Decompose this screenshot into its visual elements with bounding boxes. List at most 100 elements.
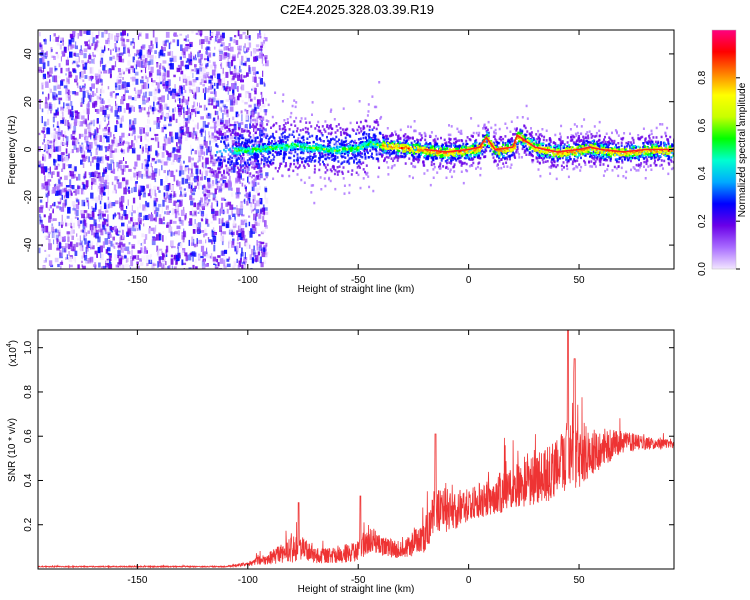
noise-cell [93,119,95,127]
signal-halo-cell [528,153,531,156]
noise-cell [227,201,232,206]
noise-cell [129,119,132,125]
noise-cell [93,219,97,226]
signal-halo-cell [609,159,612,163]
noise-cell [202,251,204,256]
noise-cell [263,56,266,61]
noise-cell [156,122,160,129]
signal-halo-cell [439,162,442,165]
signal-halo-cell [476,155,479,158]
noise-cell [142,192,146,198]
noise-cell [46,254,49,261]
noise-cell [88,76,92,81]
signal-halo-cell [365,137,367,140]
noise-cell [183,188,186,191]
noise-cell [68,67,70,72]
noise-cell [60,106,64,111]
signal-halo-cell [336,140,339,144]
noise-cell [133,166,137,169]
noise-cell [104,63,107,68]
noise-cell [137,94,141,99]
noise-cell [41,70,43,73]
noise-cell [163,181,166,186]
noise-cell [102,265,107,269]
noise-cell [158,256,161,264]
noise-cell [130,259,134,267]
noise-cell [44,235,48,238]
noise-cell [148,97,150,101]
noise-cell [221,250,225,256]
noise-cell [239,208,243,216]
noise-cell [253,252,257,255]
noise-cell [179,243,182,248]
noise-cell [116,40,118,43]
noise-cell [154,168,158,174]
noise-cell [125,90,129,93]
noise-cell [68,90,72,94]
signal-halo-cell [314,155,317,158]
noise-cell [220,42,225,47]
signal-halo-cell [366,171,369,175]
signal-halo-cell [626,145,628,148]
noise-cell [156,117,161,123]
noise-cell [67,78,70,84]
signal-halo-cell [494,132,497,135]
signal-halo-cell [248,134,251,137]
noise-cell [149,105,152,110]
noise-cell [106,247,111,252]
noise-cell [84,135,89,143]
noise-cell [98,229,102,233]
noise-cell [166,160,169,163]
noise-cell [119,241,123,246]
noise-cell [102,241,105,249]
noise-cell [214,188,217,195]
noise-cell [70,190,72,196]
noise-cell [70,241,73,247]
noise-cell [265,98,267,102]
signal-halo-cell [635,169,638,172]
noise-cell [203,259,206,265]
noise-cell [76,64,81,67]
noise-cell [125,165,129,168]
noise-cell [82,162,85,168]
signal-halo-cell [239,169,242,172]
noise-cell [120,58,125,63]
signal-halo-cell [615,153,618,156]
noise-cell [89,99,92,103]
signal-halo-cell [594,165,597,168]
noise-cell [253,213,257,221]
noise-cell [141,76,144,79]
noise-cell [216,200,218,204]
noise-cell [230,124,234,127]
noise-cell [105,105,109,108]
noise-cell [74,111,77,116]
noise-cell [208,85,213,91]
noise-cell [204,196,208,204]
signal-halo-cell [375,127,378,131]
noise-cell [214,110,217,116]
noise-cell [228,186,232,191]
noise-cell [193,243,197,248]
noise-cell [213,240,216,245]
noise-cell [132,224,136,232]
noise-cell [221,231,225,234]
signal-halo-cell [656,158,659,162]
noise-cell [243,75,247,78]
noise-cell [155,207,160,212]
noise-cell [131,133,134,137]
noise-cell [154,133,159,137]
noise-cell [97,214,100,217]
noise-cell [56,133,61,139]
noise-cell [78,173,81,181]
noise-cell [121,141,125,146]
noise-cell [250,228,253,232]
signal-halo-cell [449,138,452,141]
noise-cell [55,186,59,190]
noise-cell [167,51,171,56]
noise-cell [205,188,208,192]
noise-cell [96,49,99,52]
noise-cell [141,147,144,154]
signal-halo-cell [646,158,649,161]
signal-halo-cell [614,158,617,161]
noise-cell [104,30,108,35]
